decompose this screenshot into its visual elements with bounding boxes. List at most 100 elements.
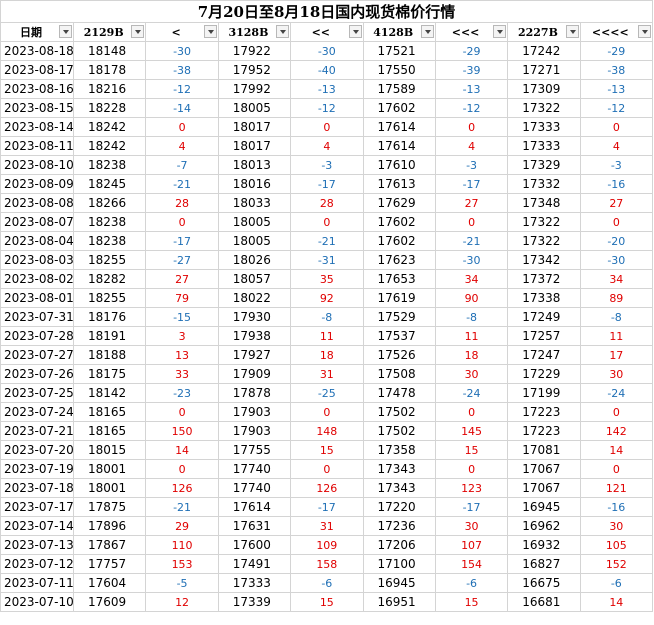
price-cell: 18026 [217,250,292,270]
price-cell: 17322 [507,98,581,118]
price-cell: 17372 [507,269,581,289]
change-cell: -21 [434,231,509,251]
change-cell: -12 [290,98,364,118]
change-cell: -17 [434,497,509,517]
change-cell: 0 [579,459,654,479]
filter-button[interactable] [348,25,362,38]
change-cell: 92 [290,288,364,308]
header-row: 日期 2129B <3128B << 4128B <<< 2227B <<<< [0,22,654,42]
data-row: 2023-07-10 17609 12 17339 15 16951 15 16681 14 [0,592,654,612]
change-cell: 90 [434,288,509,308]
price-cell: 18178 [72,60,147,80]
change-cell: -16 [579,497,654,517]
change-cell: -38 [579,60,654,80]
table-title: 7月20日至8月18日国内现货棉价行情 [0,0,653,23]
price-cell: 18266 [72,193,147,213]
header-text: << [311,25,331,39]
price-cell: 17223 [507,402,581,422]
price-cell: 17358 [362,440,436,460]
price-cell: 18242 [72,136,147,156]
change-cell: 27 [145,269,219,289]
price-cell: 17478 [362,383,436,403]
price-cell: 17521 [362,41,436,61]
price-cell: 17329 [507,155,581,175]
price-cell: 18175 [72,364,147,384]
filter-button[interactable] [493,25,507,38]
data-row: 2023-08-04 18238 -17 18005 -21 17602 -21 17322-… [0,231,654,251]
change-cell: 28 [145,193,219,213]
price-cell: 17602 [362,98,436,118]
change-cell: 123 [434,478,509,498]
change-cell: 12 [145,592,219,612]
date-cell: 2023-08-02 [0,269,74,289]
price-cell: 17491 [217,554,292,574]
price-cell: 18216 [72,79,147,99]
price-cell: 17550 [362,60,436,80]
change-cell: 152 [579,554,654,574]
change-cell: -24 [434,383,509,403]
data-row: 2023-07-28 18191 3 17938 11 17537 11 17257 11 [0,326,654,346]
change-cell: -12 [579,98,654,118]
price-cell: 17757 [72,554,147,574]
price-cell: 17922 [217,41,292,61]
price-cell: 17952 [217,60,292,80]
price-cell: 16951 [362,592,436,612]
change-cell: 109 [290,535,364,555]
price-cell: 18245 [72,174,147,194]
price-cell: 17502 [362,402,436,422]
data-row: 2023-08-07 18238 0 18005 0 17602 0 17322 0 [0,212,654,232]
data-row: 2023-07-14 17896 29 17631 31 17236 30 16962 30 [0,516,654,536]
filter-button[interactable] [203,25,217,38]
data-row: 2023-08-08 18266 28 18033 28 17629 27 17348 27 [0,193,654,213]
filter-button[interactable] [565,25,579,38]
price-cell: 17867 [72,535,147,555]
price-cell: 17342 [507,250,581,270]
price-cell: 17206 [362,535,436,555]
filter-button[interactable] [420,25,434,38]
change-cell: -17 [434,174,509,194]
price-cell: 17604 [72,573,147,593]
price-cell: 18005 [217,212,292,232]
change-cell: -5 [145,573,219,593]
change-cell: 3 [145,326,219,346]
filter-button[interactable] [276,25,290,38]
price-cell: 17338 [507,288,581,308]
change-cell: 145 [434,421,509,441]
change-cell: -8 [290,307,364,327]
filter-button[interactable] [131,25,145,38]
price-cell: 17614 [362,136,436,156]
change-cell: 105 [579,535,654,555]
column-header: 2227B [507,22,581,42]
header-text: 2227B [517,25,558,39]
header-text: <<<< [591,25,629,39]
title-row: 7月20日至8月18日国内现货棉价行情 [0,0,653,23]
data-row: 2023-07-31 18176 -15 17930 -8 17529 -8 17249 -8 [0,307,654,327]
change-cell: 0 [434,212,509,232]
column-header: < [145,22,219,42]
price-cell: 17343 [362,459,436,479]
change-cell: 33 [145,364,219,384]
price-cell: 18238 [72,231,147,251]
date-cell: 2023-08-07 [0,212,74,232]
price-cell: 17930 [217,307,292,327]
date-cell: 2023-07-21 [0,421,74,441]
filter-button[interactable] [638,25,651,38]
data-row: 2023-08-14 18242 0 18017 0 17614 0 17333 0 [0,117,654,137]
price-cell: 16932 [507,535,581,555]
price-cell: 17333 [507,136,581,156]
date-cell: 2023-08-01 [0,288,74,308]
price-cell: 17199 [507,383,581,403]
price-cell: 18176 [72,307,147,327]
change-cell: 154 [434,554,509,574]
change-cell: 29 [145,516,219,536]
change-cell: -8 [434,307,509,327]
column-header: 3128B [217,22,292,42]
filter-button[interactable] [59,25,72,38]
date-cell: 2023-08-18 [0,41,74,61]
change-cell: 4 [145,136,219,156]
change-cell: 15 [434,440,509,460]
change-cell: 79 [145,288,219,308]
change-cell: 0 [579,117,654,137]
price-cell: 17613 [362,174,436,194]
